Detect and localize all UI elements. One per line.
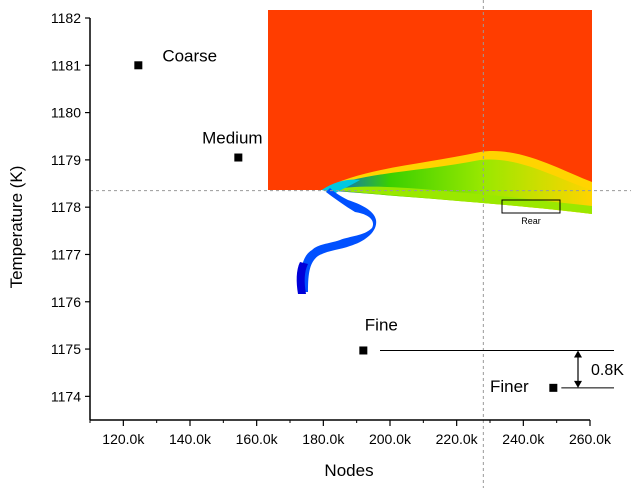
- y-tick-label: 1175: [51, 341, 81, 357]
- data-point: [234, 153, 243, 162]
- y-tick-label: 1174: [51, 388, 81, 404]
- rear-label: Rear: [521, 216, 541, 226]
- x-tick-label: 160.0k: [236, 431, 279, 447]
- data-point: [359, 346, 368, 355]
- data-point: [549, 383, 558, 392]
- point-label: Coarse: [162, 46, 217, 65]
- difference-label: 0.8K: [591, 362, 624, 379]
- x-tick-label: 260.0k: [569, 431, 612, 447]
- x-tick-label: 120.0k: [102, 431, 145, 447]
- x-tick-label: 220.0k: [436, 431, 479, 447]
- x-axis-label: Nodes: [324, 461, 373, 480]
- y-axis-label: Temperature (K): [7, 166, 26, 289]
- arrow-head-down: [574, 380, 582, 388]
- x-tick-label: 200.0k: [369, 431, 412, 447]
- data-points: Coarse Medium Fine Finer: [134, 46, 558, 396]
- x-tick-label: 180.0k: [302, 431, 345, 447]
- difference-annotation: 0.8K: [380, 349, 624, 389]
- point-label: Finer: [490, 377, 529, 396]
- reference-lines: [90, 0, 631, 488]
- inset-plume-green: [330, 186, 592, 214]
- inset-pipe-blue: [300, 188, 377, 292]
- point-label: Medium: [202, 129, 262, 148]
- inset-pipe-dark: [296, 262, 308, 294]
- x-tick-label: 140.0k: [169, 431, 212, 447]
- y-tick-label: 1179: [51, 152, 81, 168]
- x-tick-label: 240.0k: [502, 431, 545, 447]
- arrow-head-up: [574, 350, 582, 358]
- cfd-contour-inset: Rear: [268, 10, 592, 294]
- y-tick-label: 1177: [51, 246, 81, 262]
- rear-box: [501, 199, 561, 214]
- y-tick-label: 1181: [51, 57, 81, 73]
- axes: 1174 1175 1176 1177 1178 1179 1180 1181 1182 120.…: [51, 10, 612, 447]
- data-point: [134, 61, 143, 70]
- y-tick-label: 1180: [51, 105, 81, 121]
- y-tick-label: 1178: [51, 199, 81, 215]
- y-tick-label: 1176: [51, 294, 81, 310]
- y-tick-label: 1182: [51, 10, 81, 26]
- point-label: Fine: [365, 315, 398, 334]
